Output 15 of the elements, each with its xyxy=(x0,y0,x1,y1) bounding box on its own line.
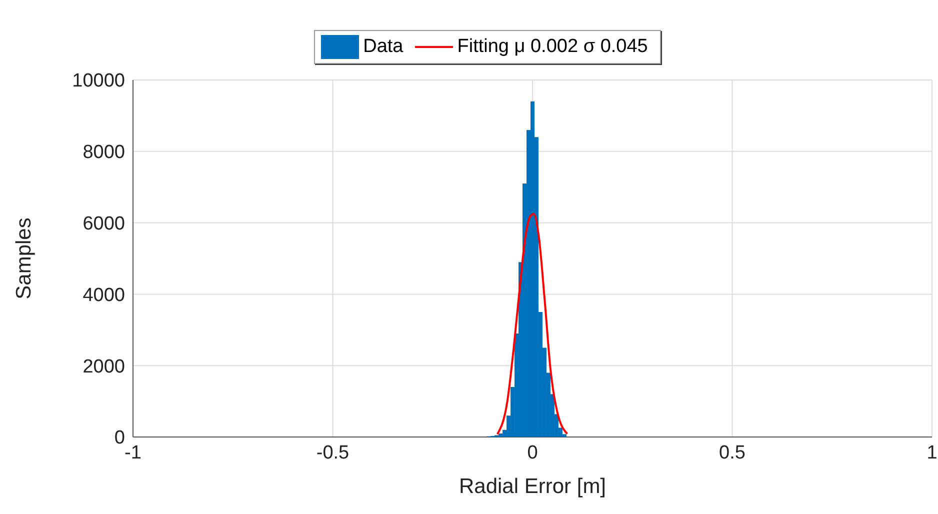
x-tick-label: 0.5 xyxy=(719,442,746,464)
y-tick-label: 10000 xyxy=(72,70,125,92)
legend-label: Fitting μ 0.002 σ 0.045 xyxy=(457,36,648,58)
y-axis-title: Samples xyxy=(12,218,36,300)
y-tick-label: 4000 xyxy=(82,284,125,306)
y-tick-label: 8000 xyxy=(82,142,125,164)
x-tick-label: 0 xyxy=(527,442,538,464)
x-tick-label: -1 xyxy=(124,442,142,464)
legend-label: Data xyxy=(363,36,404,58)
y-tick-label: 0 xyxy=(114,428,125,449)
x-tick-label: 1 xyxy=(926,442,938,464)
y-tick-label: 2000 xyxy=(82,356,125,378)
x-axis-title: Radial Error [m] xyxy=(458,475,606,498)
y-tick-label: 6000 xyxy=(82,214,125,235)
x-tick-label: -0.5 xyxy=(316,442,350,464)
